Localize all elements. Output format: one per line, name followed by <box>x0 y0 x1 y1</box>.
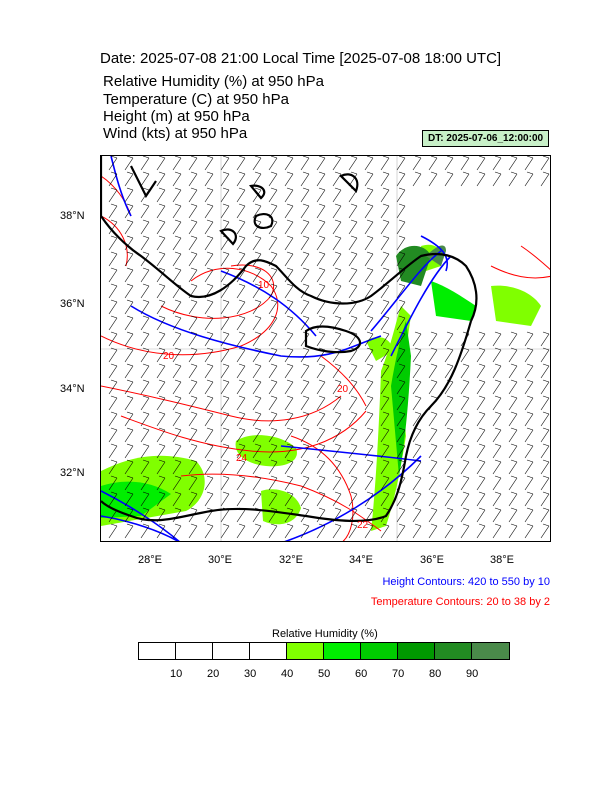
humidity-fill <box>101 244 541 531</box>
lat-label: 36°N <box>60 298 85 310</box>
colorbar-swatch <box>472 643 509 659</box>
lat-label: 32°N <box>60 467 85 479</box>
colorbar-label: 80 <box>429 668 442 680</box>
contour-label-group: 20 20 24 22 10 <box>163 280 369 531</box>
temp-contour-label: 22 <box>357 520 369 531</box>
colorbar-label: 60 <box>355 668 368 680</box>
colorbar <box>138 642 510 660</box>
colorbar-label: 50 <box>318 668 331 680</box>
temp-contour-label: 10 <box>258 280 270 291</box>
colorbar-label: 70 <box>392 668 405 680</box>
wind-barbs <box>108 156 550 539</box>
field-label-rh: Relative Humidity (%) at 950 hPa <box>103 73 324 90</box>
temp-contour-label: 20 <box>163 351 175 362</box>
colorbar-swatch <box>213 643 250 659</box>
height-contour-note: Height Contours: 420 to 550 by 10 <box>382 576 550 588</box>
lat-label: 38°N <box>60 210 85 222</box>
lat-label: 34°N <box>60 383 85 395</box>
colorbar-swatch <box>176 643 213 659</box>
colorbar-swatch <box>287 643 324 659</box>
colorbar-swatch <box>361 643 398 659</box>
lon-label: 36°E <box>420 554 444 566</box>
dt-badge: DT: 2025-07-06_12:00:00 <box>422 130 550 147</box>
lon-label: 34°E <box>349 554 373 566</box>
colorbar-swatch <box>250 643 287 659</box>
colorbar-title: Relative Humidity (%) <box>272 628 378 640</box>
map-panel: 20 20 24 22 10 <box>100 155 551 542</box>
colorbar-swatch <box>139 643 176 659</box>
map-title: Date: 2025-07-08 21:00 Local Time [2025-… <box>100 50 502 67</box>
height-contours <box>101 156 452 541</box>
field-label-temp: Temperature (C) at 950 hPa <box>103 91 289 108</box>
temp-contour-label: 24 <box>236 453 248 464</box>
field-label-height: Height (m) at 950 hPa <box>103 108 250 125</box>
colorbar-label: 30 <box>244 668 257 680</box>
lon-label: 32°E <box>279 554 303 566</box>
lon-label: 38°E <box>490 554 514 566</box>
map-canvas: 20 20 24 22 10 <box>101 156 550 541</box>
colorbar-label: 10 <box>170 668 183 680</box>
colorbar-swatch <box>435 643 472 659</box>
lon-label: 30°E <box>208 554 232 566</box>
colorbar-label: 90 <box>466 668 479 680</box>
lon-label: 28°E <box>138 554 162 566</box>
colorbar-label: 40 <box>281 668 294 680</box>
field-label-wind: Wind (kts) at 950 hPa <box>103 125 248 142</box>
temperature-contour-note: Temperature Contours: 20 to 38 by 2 <box>370 596 550 608</box>
temp-contour-label: 20 <box>337 384 349 395</box>
colorbar-swatch <box>398 643 435 659</box>
coastline <box>101 156 478 522</box>
colorbar-label: 20 <box>207 668 220 680</box>
colorbar-swatch <box>324 643 361 659</box>
